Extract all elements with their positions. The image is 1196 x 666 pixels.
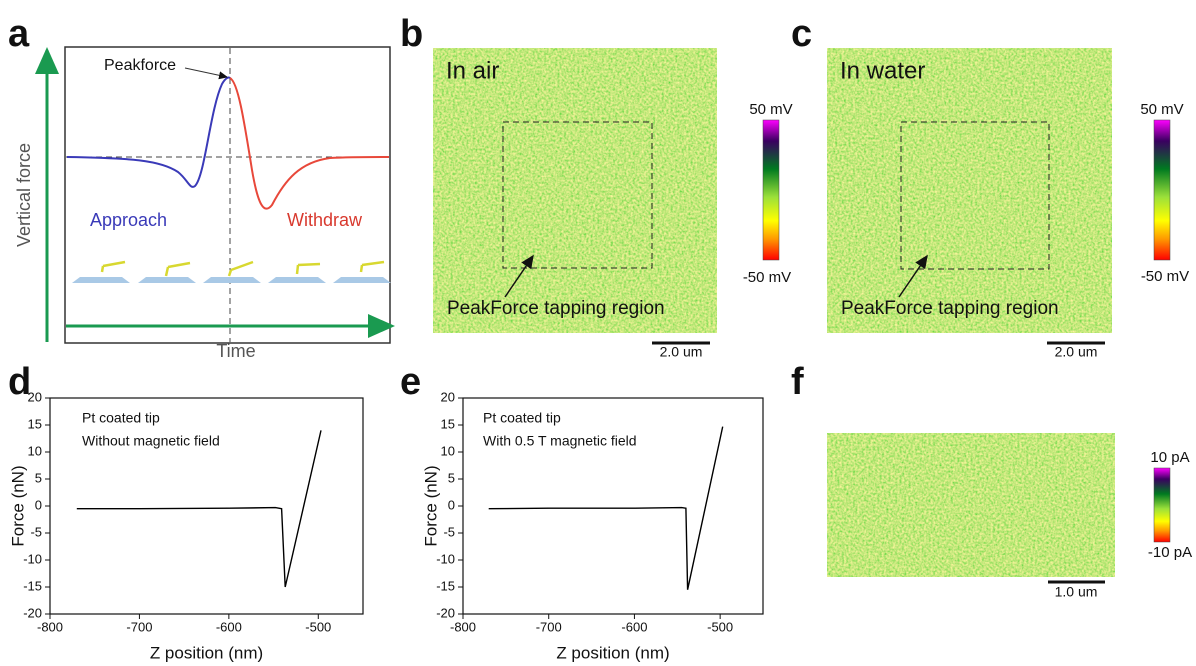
y-tick-label: 0 xyxy=(448,497,455,512)
data-line xyxy=(76,430,322,588)
y-tick-label: 10 xyxy=(28,443,42,458)
y-tick-label: 10 xyxy=(441,443,455,458)
region-box xyxy=(502,121,653,269)
colorbar-min: -50 mV xyxy=(743,269,791,286)
colorbar-min: -50 mV xyxy=(1141,268,1189,285)
y-tick-label: -20 xyxy=(23,605,42,620)
note: Pt coated tip xyxy=(483,410,561,426)
y-tick-label: -5 xyxy=(30,524,42,539)
colorbar-min: -10 pA xyxy=(1148,544,1192,561)
y-tick-label: 5 xyxy=(448,470,455,485)
panel-label: d xyxy=(8,361,31,403)
y-label: Vertical force xyxy=(14,143,34,247)
y-tick-label: -10 xyxy=(23,551,42,566)
image-panel: 1.0 um 10 pA -10 pA xyxy=(827,433,1192,600)
y-tick-label: -20 xyxy=(436,605,455,620)
withdraw-label: Withdraw xyxy=(287,210,363,230)
withdraw-curve xyxy=(229,77,390,210)
y-tick-label: 0 xyxy=(35,497,42,512)
tips xyxy=(100,260,385,277)
x-tick-label: -700 xyxy=(126,619,152,634)
plot-frame xyxy=(49,397,364,615)
colorbar-max: 10 pA xyxy=(1150,449,1189,466)
y-tick-label: 5 xyxy=(35,470,42,485)
pointer xyxy=(898,254,928,298)
approach-curve xyxy=(66,76,231,188)
approach-label: Approach xyxy=(90,210,167,230)
y-tick-label: -10 xyxy=(436,551,455,566)
colorbar xyxy=(1153,467,1171,543)
y-tick-label: 20 xyxy=(441,389,455,404)
colorbar-max: 50 mV xyxy=(1140,101,1183,118)
map-image xyxy=(827,48,1112,333)
note: Pt coated tip xyxy=(82,410,160,426)
x-label: Time xyxy=(216,341,255,361)
x-tick-label: -600 xyxy=(621,619,647,634)
image-title: In air xyxy=(446,57,499,84)
y-tick-label: 15 xyxy=(441,416,455,431)
annotation: PeakForce tapping region xyxy=(841,298,1059,319)
panel-label: a xyxy=(8,13,30,55)
y-tick-label: 20 xyxy=(28,389,42,404)
note: With 0.5 T magnetic field xyxy=(483,433,637,449)
peak-label: Peakforce xyxy=(104,57,176,74)
cantilevers xyxy=(72,277,391,283)
scale-label: 1.0 um xyxy=(1055,584,1098,600)
colorbar-max: 50 mV xyxy=(749,101,792,118)
pointer xyxy=(184,67,228,80)
x-tick-label: -800 xyxy=(37,619,63,634)
plot-frame xyxy=(462,397,764,615)
note: Without magnetic field xyxy=(82,433,220,449)
y-tick-label: -15 xyxy=(436,578,455,593)
pointer xyxy=(504,254,534,298)
scale-label: 2.0 um xyxy=(1055,344,1098,360)
map-image xyxy=(827,433,1115,577)
panel-label: b xyxy=(400,13,423,55)
map-image xyxy=(433,48,717,333)
region-box xyxy=(900,121,1050,270)
annotation: PeakForce tapping region xyxy=(447,298,665,319)
y-axis-label: Force (nN) xyxy=(8,465,27,546)
y-axis-label: Force (nN) xyxy=(421,465,440,546)
x-tick-label: -700 xyxy=(536,619,562,634)
panel-label: f xyxy=(791,361,804,403)
x-axis-label: Z position (nm) xyxy=(150,643,263,662)
scale-label: 2.0 um xyxy=(660,344,703,360)
x-axis-label: Z position (nm) xyxy=(556,643,669,662)
x-tick-label: -500 xyxy=(305,619,331,634)
diagram: Peakforce Approach Withdraw Vertical for… xyxy=(14,46,395,361)
colorbar xyxy=(762,119,780,261)
panel-label: c xyxy=(791,13,812,55)
x-tick-label: -800 xyxy=(450,619,476,634)
y-tick-label: -5 xyxy=(443,524,455,539)
image-title: In water xyxy=(840,57,925,84)
image-panel: In water PeakForce tapping region 2.0 um… xyxy=(827,48,1189,360)
panel-label: e xyxy=(400,361,421,403)
y-tick-label: 15 xyxy=(28,416,42,431)
data-line xyxy=(488,426,724,590)
image-panel: In air PeakForce tapping region 2.0 um 5… xyxy=(433,48,793,360)
x-tick-label: -600 xyxy=(216,619,242,634)
diagram-frame xyxy=(64,46,391,344)
y-tick-label: -15 xyxy=(23,578,42,593)
x-tick-label: -500 xyxy=(707,619,733,634)
colorbar xyxy=(1153,119,1171,261)
